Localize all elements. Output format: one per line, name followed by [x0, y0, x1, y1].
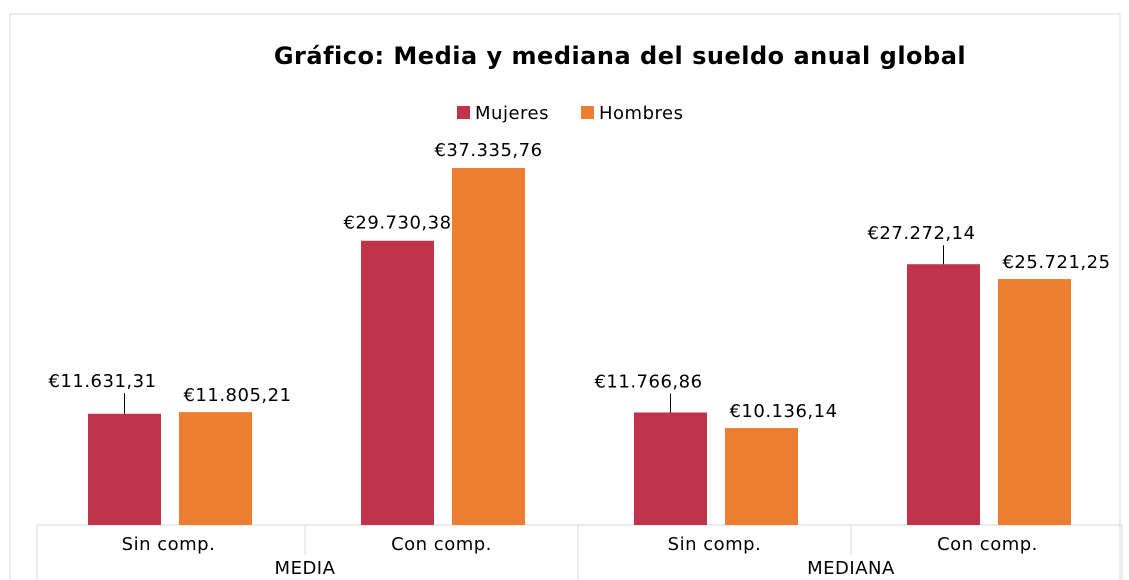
data-label: €11.805,21 [183, 385, 291, 406]
x-tick-label: Con comp. [391, 534, 492, 555]
legend-swatch [457, 106, 470, 119]
x-tick-label: Sin comp. [122, 534, 216, 555]
legend-label: Mujeres [475, 103, 549, 124]
data-label: €25.721,25 [1002, 252, 1110, 273]
bar [725, 428, 798, 525]
data-label: €11.766,86 [594, 371, 702, 392]
bar [907, 264, 980, 525]
data-label: €27.272,14 [867, 223, 975, 244]
data-label: €10.136,14 [729, 401, 837, 422]
legend-label: Hombres [599, 103, 683, 124]
data-label: €37.335,76 [434, 140, 542, 161]
group-label: MEDIA [275, 558, 336, 579]
x-tick-label: Con comp. [937, 534, 1038, 555]
bar [452, 168, 525, 525]
data-label: €11.631,31 [48, 371, 156, 392]
data-label: €29.730,38 [343, 213, 451, 234]
group-label: MEDIANA [807, 558, 895, 579]
bar [634, 412, 707, 525]
bar [179, 412, 252, 525]
x-tick-label: Sin comp. [668, 534, 762, 555]
chart-title: Gráfico: Media y mediana del sueldo anua… [274, 42, 966, 70]
bar [88, 413, 161, 525]
bar [998, 279, 1071, 525]
bar [361, 240, 434, 525]
legend-swatch [581, 106, 594, 119]
